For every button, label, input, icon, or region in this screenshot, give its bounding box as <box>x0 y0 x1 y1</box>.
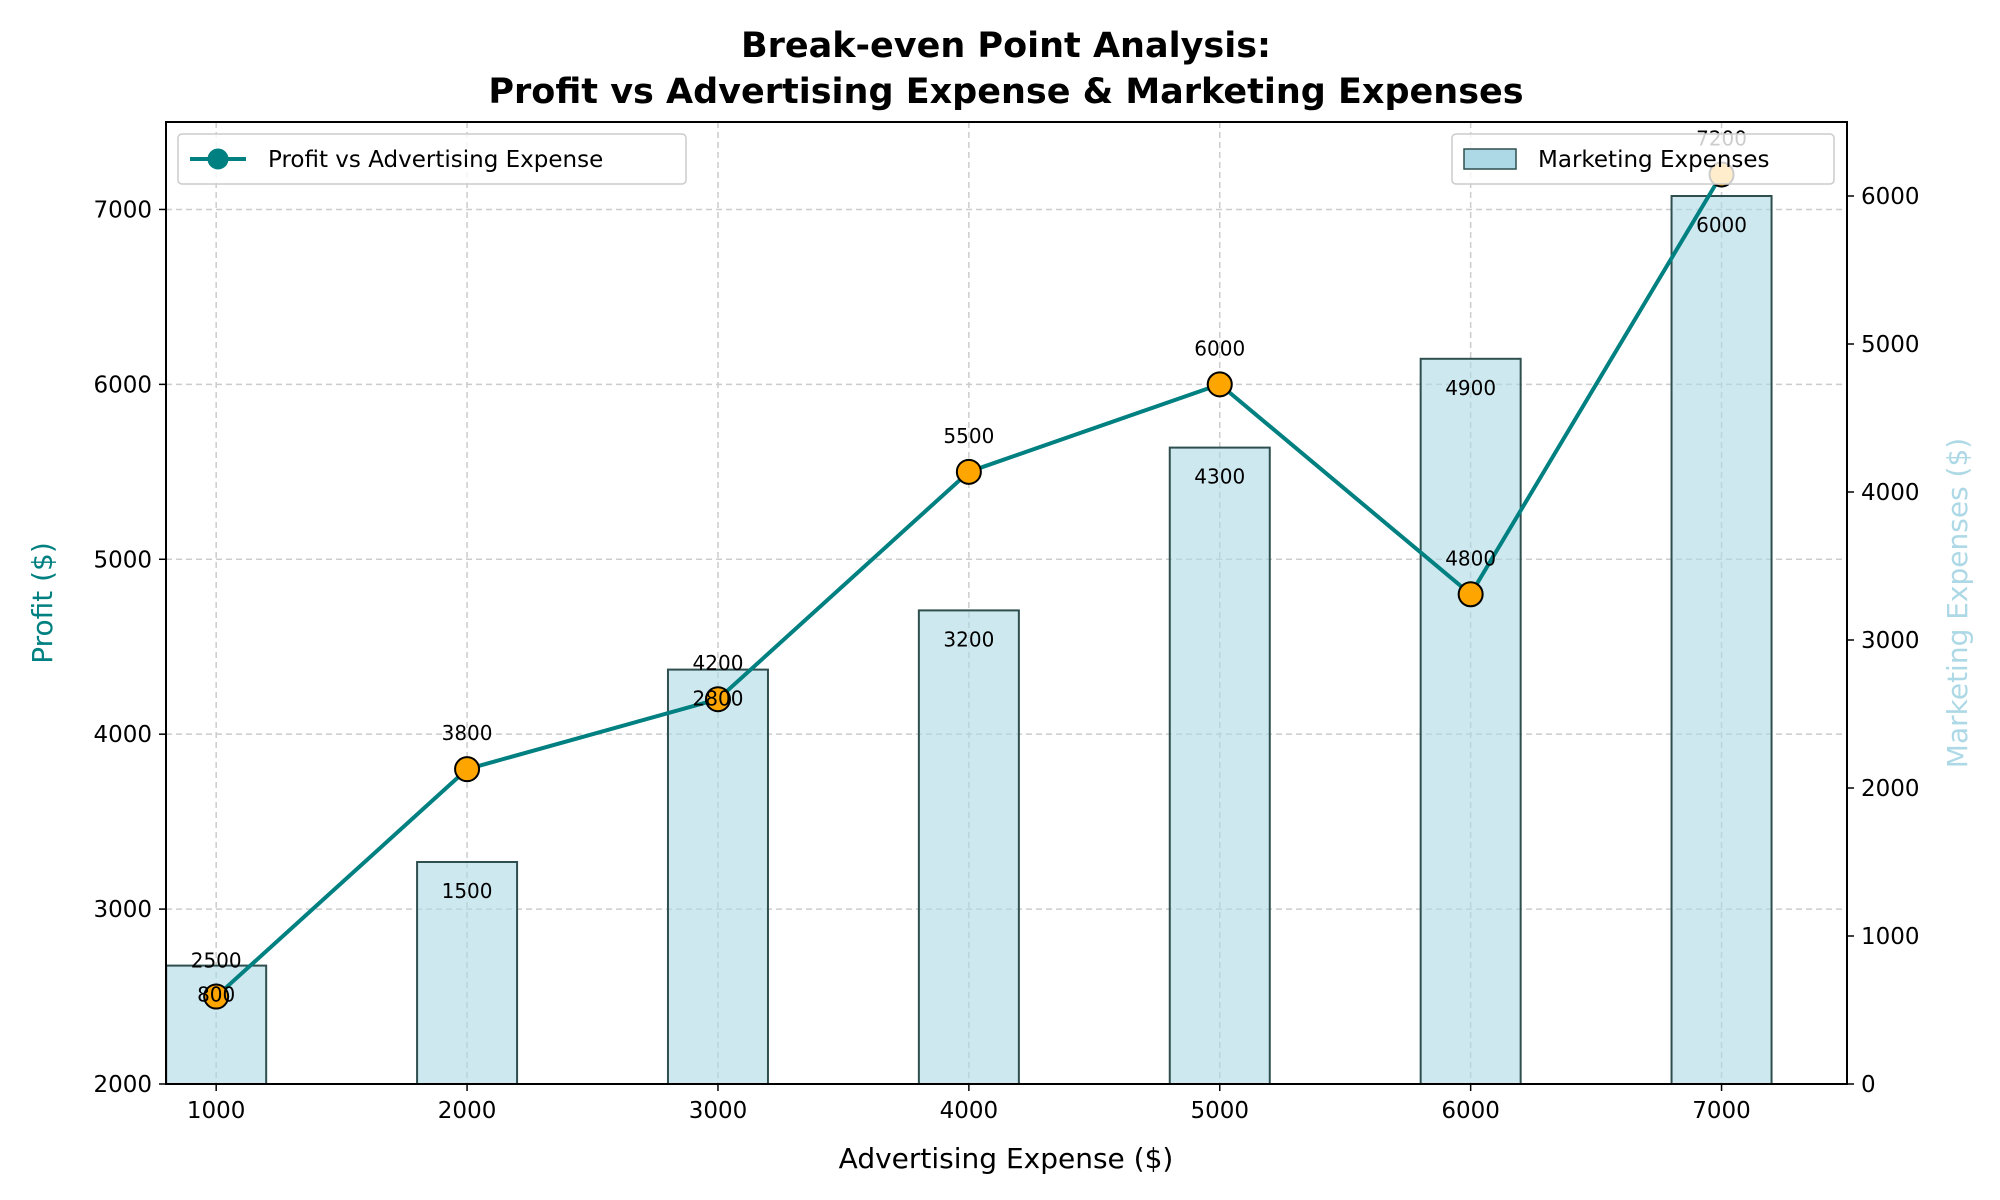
bar <box>917 609 1020 1086</box>
x-tick-label: 7000 <box>1692 1098 1751 1124</box>
bar-data-label: 4300 <box>1194 465 1245 489</box>
line-data-label: 5500 <box>943 424 994 448</box>
line-point <box>955 458 982 485</box>
right-y-tick-label: 2000 <box>1861 776 1920 802</box>
line-data-label: 2500 <box>191 949 242 973</box>
bar-data-labels: 800 1500 2800 3200 4300 4900 6000 <box>197 213 1747 1007</box>
chart-title-line2: Profit vs Advertising Expense & Marketin… <box>488 72 1523 112</box>
legend-bar: Marketing Expenses <box>1451 133 1835 185</box>
legend-line-label: Profit vs Advertising Expense <box>268 147 603 173</box>
legend-line-marker <box>207 148 229 170</box>
left-y-tick-label: 6000 <box>93 372 152 398</box>
left-y-tick-label: 2000 <box>93 1072 152 1098</box>
right-y-tick-label: 3000 <box>1861 628 1920 654</box>
bar <box>1168 446 1271 1086</box>
x-axis-ticks: 1000 2000 3000 4000 5000 6000 7000 <box>187 1084 1751 1124</box>
left-y-tick-label: 5000 <box>93 547 152 573</box>
plot-frame <box>165 121 1848 1085</box>
left-y-axis-label: Profit ($) <box>26 542 59 664</box>
line-point <box>704 686 731 713</box>
chart-title-line1: Break-even Point Analysis: <box>741 26 1271 66</box>
left-y-tick-label: 7000 <box>93 197 152 223</box>
right-y-tick-label: 4000 <box>1861 480 1920 506</box>
right-y-tick-label: 0 <box>1861 1072 1876 1098</box>
line-data-label: 3800 <box>442 721 493 745</box>
right-y-tick-label: 5000 <box>1861 332 1920 358</box>
bar-data-label: 1500 <box>442 879 493 903</box>
right-y-tick-label: 6000 <box>1861 184 1920 210</box>
line-point <box>1457 581 1484 608</box>
x-tick-label: 5000 <box>1190 1098 1249 1124</box>
x-tick-label: 2000 <box>438 1098 497 1124</box>
bar-data-label: 800 <box>197 983 235 1007</box>
right-y-axis-ticks: 0 1000 2000 3000 4000 5000 6000 <box>1847 184 1920 1098</box>
left-y-axis-ticks: 2000 3000 4000 5000 6000 7000 <box>93 197 166 1098</box>
bar-data-label: 2800 <box>693 687 744 711</box>
legend-bar-swatch <box>1463 148 1517 170</box>
x-tick-label: 6000 <box>1441 1098 1500 1124</box>
line-data-labels: 2500380042005500600048007200 <box>191 126 1747 972</box>
line-point <box>454 756 481 783</box>
bar-data-label: 3200 <box>943 627 994 651</box>
line-data-label: 4200 <box>693 651 744 675</box>
x-tick-label: 3000 <box>689 1098 748 1124</box>
line-point <box>1206 371 1233 398</box>
bar <box>666 668 769 1085</box>
bar-data-label: 4900 <box>1445 376 1496 400</box>
bar-series-marketing-expenses <box>165 195 1773 1086</box>
x-tick-label: 4000 <box>940 1098 999 1124</box>
line-point <box>203 983 230 1010</box>
x-tick-label: 1000 <box>187 1098 246 1124</box>
legend-bar-label: Marketing Expenses <box>1538 147 1770 173</box>
bar <box>1419 357 1522 1085</box>
bar <box>1670 195 1773 1085</box>
line-data-label: 6000 <box>1194 336 1245 360</box>
left-y-tick-label: 4000 <box>93 722 152 748</box>
right-y-axis-label: Marketing Expenses ($) <box>1941 438 1974 768</box>
bar-data-label: 6000 <box>1696 213 1747 237</box>
legend-bar-box <box>1451 133 1835 185</box>
legend-line-box <box>177 133 687 185</box>
x-axis-label: Advertising Expense ($) <box>839 1142 1174 1175</box>
left-y-tick-label: 3000 <box>93 897 152 923</box>
right-y-tick-label: 1000 <box>1861 924 1920 950</box>
legend-line: Profit vs Advertising Expense <box>177 133 687 185</box>
line-data-label: 4800 <box>1445 546 1496 570</box>
line-series-profit <box>203 161 1735 1010</box>
